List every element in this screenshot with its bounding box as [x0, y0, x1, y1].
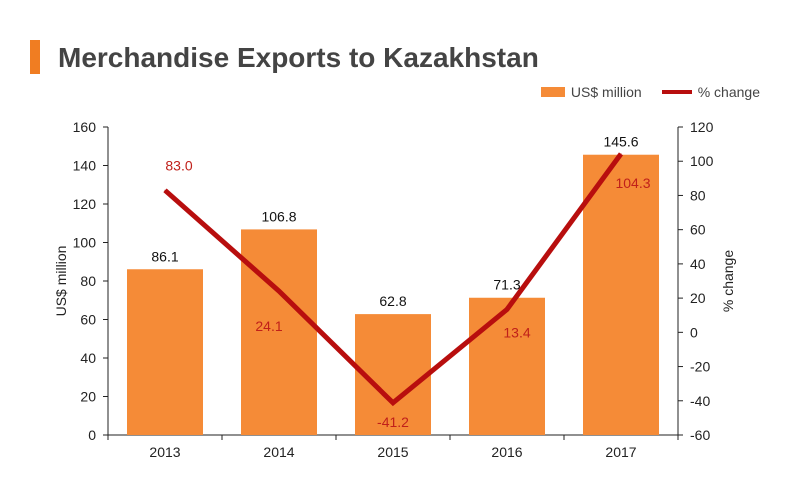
x-tick-label: 2013: [149, 444, 180, 460]
line-point: [506, 308, 508, 310]
line-point: [278, 290, 280, 292]
y2-tick-label: 40: [690, 256, 706, 272]
chart-title: Merchandise Exports to Kazakhstan: [58, 42, 539, 73]
y2-tick-label: -20: [690, 359, 710, 375]
y2-axis-title: % change: [720, 250, 736, 312]
line-point: [392, 402, 394, 404]
y2-tick-label: 60: [690, 222, 706, 238]
title-accent-bar: [30, 40, 40, 74]
y2-tick-label: 120: [690, 119, 714, 135]
y-tick-label: 20: [80, 389, 96, 405]
line-point: [620, 153, 622, 155]
x-tick-label: 2017: [605, 444, 636, 460]
bar: [469, 297, 545, 435]
x-tick-label: 2014: [263, 444, 294, 460]
legend: US$ million % change: [521, 84, 760, 100]
line-value-label: 104.3: [615, 175, 650, 191]
y-tick-label: 140: [73, 158, 97, 174]
line-value-label: 83.0: [165, 157, 192, 173]
y2-tick-label: 80: [690, 187, 706, 203]
y-tick-label: 120: [73, 196, 97, 212]
y-axis-title: US$ million: [53, 246, 69, 317]
y-tick-label: 0: [88, 427, 96, 443]
legend-item-bars: US$ million: [540, 84, 642, 100]
y-tick-label: 80: [80, 273, 96, 289]
bar: [241, 229, 317, 435]
bar-value-label: 71.3: [493, 277, 520, 293]
legend-swatch-bars: [540, 87, 565, 97]
bar-value-label: 86.1: [151, 248, 178, 264]
line-point: [164, 189, 166, 191]
line-value-label: -41.2: [377, 414, 409, 430]
y-tick-label: 100: [73, 235, 97, 251]
bar-value-label: 62.8: [379, 293, 406, 309]
y2-tick-label: -60: [690, 427, 710, 443]
bar-value-label: 145.6: [603, 134, 638, 150]
legend-item-line: % change: [661, 84, 760, 100]
x-tick-label: 2016: [491, 444, 522, 460]
legend-label-line: % change: [697, 84, 760, 100]
legend-label-bars: US$ million: [570, 84, 642, 100]
y-tick-label: 160: [73, 119, 97, 135]
x-tick-label: 2015: [377, 444, 408, 460]
line-value-label: 24.1: [255, 318, 282, 334]
legend-swatch-line: [661, 90, 692, 94]
y-tick-label: 40: [80, 350, 96, 366]
bar: [127, 269, 203, 435]
y2-tick-label: 20: [690, 290, 706, 306]
y2-tick-label: -40: [690, 393, 710, 409]
line-value-label: 13.4: [503, 324, 530, 340]
y2-tick-label: 0: [690, 324, 698, 340]
y2-tick-label: 100: [690, 153, 714, 169]
bar-value-label: 106.8: [261, 208, 296, 224]
bar: [583, 154, 659, 435]
y-tick-label: 60: [80, 312, 96, 328]
